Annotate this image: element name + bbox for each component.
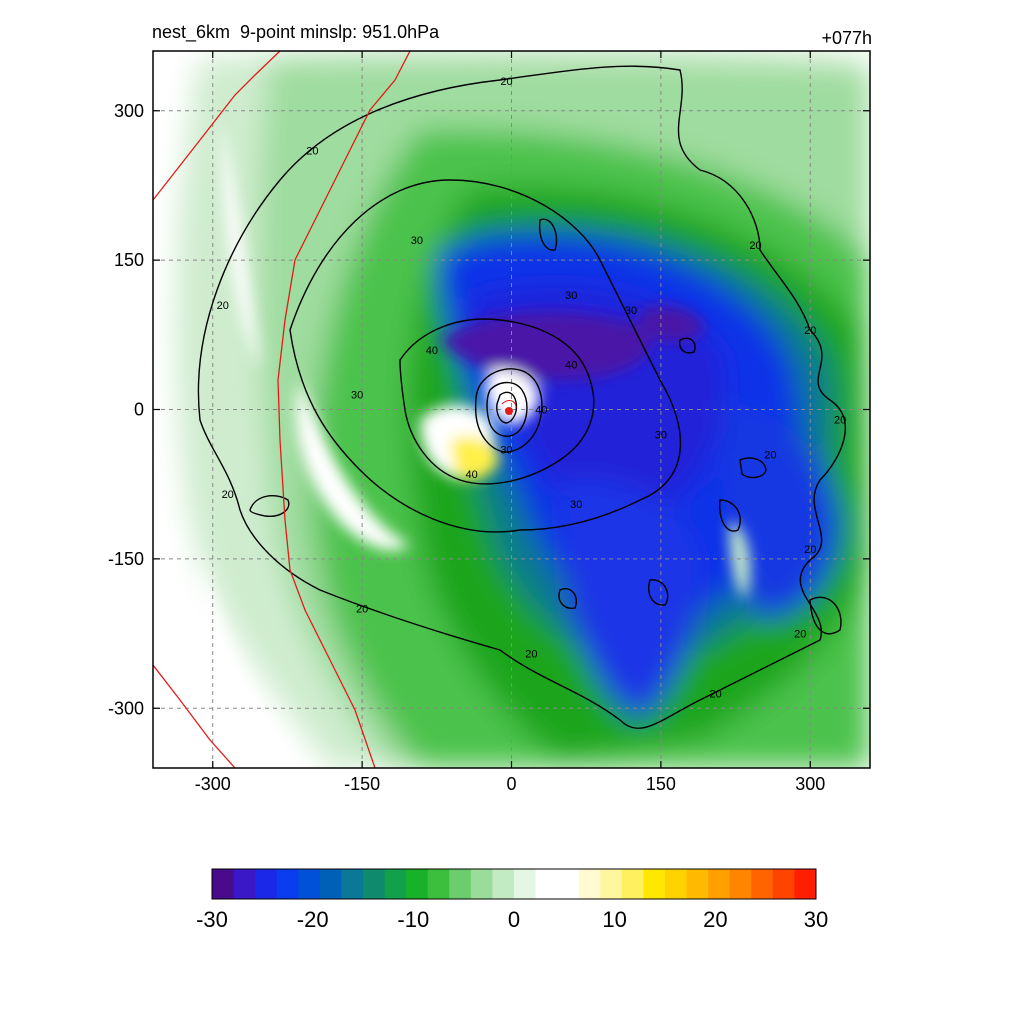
contour-label: 30	[655, 429, 667, 441]
colorbar-swatch	[427, 869, 450, 899]
colorbar-tick-label: -10	[397, 907, 429, 932]
colorbar-swatch	[363, 869, 386, 899]
contour-label: 30	[625, 305, 637, 317]
contour-label: 20	[222, 489, 234, 501]
colorbar-swatch	[319, 869, 342, 899]
contour-label: 40	[426, 345, 438, 357]
colorbar-swatch	[665, 869, 688, 899]
colorbar-swatch	[686, 869, 709, 899]
y-tick-label: -300	[108, 698, 144, 718]
contour-label: 30	[411, 235, 423, 247]
colorbar-swatch	[449, 869, 472, 899]
colorbar-swatch	[212, 869, 235, 899]
contour-label: 20	[306, 146, 318, 158]
contour-label: 30	[500, 444, 512, 456]
x-tick-label: 300	[795, 774, 825, 794]
colorbar-swatch	[794, 869, 817, 899]
colorbar-swatch	[751, 869, 774, 899]
contour-label-layer: 20 20 20 20 20 20 20 20 20 20 20 20 20 30 30 30 30 30 30 30…	[217, 76, 847, 700]
colorbar-tick-label: 30	[804, 907, 828, 932]
contour-label: 40	[466, 469, 478, 481]
x-tick-label: 150	[646, 774, 676, 794]
colorbar-swatch	[772, 869, 795, 899]
colorbar-swatch	[470, 869, 493, 899]
contour-label: 40	[535, 405, 547, 417]
contour-label: 30	[351, 390, 363, 402]
colorbar-swatch	[729, 869, 752, 899]
colorbar-swatch	[406, 869, 429, 899]
contour-label: 20	[217, 300, 229, 312]
contour-label: 20	[834, 414, 846, 426]
y-tick-label: 300	[114, 101, 144, 121]
contour-label: 20	[525, 648, 537, 660]
contour-label: 20	[710, 688, 722, 700]
contour-label: 20	[749, 240, 761, 252]
colorbar-tick-label: 10	[602, 907, 626, 932]
colorbar-swatch	[535, 869, 558, 899]
contour-label: 20	[764, 449, 776, 461]
colorbar-swatch	[514, 869, 537, 899]
contour-label: 20	[500, 76, 512, 88]
colorbar-tick-label: -20	[297, 907, 329, 932]
x-tick-label: -150	[344, 774, 380, 794]
y-tick-label: -150	[108, 549, 144, 569]
colorbar-swatch	[276, 869, 299, 899]
colorbar-swatch	[643, 869, 666, 899]
contour-label: 20	[804, 325, 816, 337]
colorbar-swatch	[578, 869, 601, 899]
red-boundary-lines	[153, 51, 411, 768]
storm-center-marker	[501, 400, 517, 415]
colorbar-swatch	[233, 869, 256, 899]
colorbar-swatch	[298, 869, 321, 899]
colorbar-swatch	[557, 869, 580, 899]
contour-lines	[197, 65, 846, 729]
colorbar-swatch	[255, 869, 278, 899]
contour-label: 30	[570, 499, 582, 511]
axes: -300 -150 0 150 300 300 150 0 -150 -300	[108, 51, 870, 794]
contour-label: 20	[356, 604, 368, 616]
colorbar-swatch	[600, 869, 623, 899]
contour-label: 20	[794, 629, 806, 641]
shaded-field	[153, 51, 870, 768]
colorbar-frame	[211, 868, 817, 900]
forecast-hour-label: +077h	[821, 28, 872, 48]
y-tick-label: 0	[134, 400, 144, 420]
contour-label: 20	[804, 544, 816, 556]
contour-label: 40	[565, 360, 577, 372]
contour-label: 30	[565, 290, 577, 302]
colorbar-swatch	[384, 869, 407, 899]
colorbar-swatch	[492, 869, 515, 899]
colorbar: -30 -20 -10 0 10 20 30	[196, 868, 828, 932]
colorbar-tick-label: -30	[196, 907, 228, 932]
colorbar-swatch	[341, 869, 364, 899]
colorbar-swatch	[621, 869, 644, 899]
colorbar-swatch	[708, 869, 731, 899]
colorbar-tick-label: 0	[508, 907, 520, 932]
plot-title: nest_6km 9-point minslp: 951.0hPa	[152, 22, 440, 42]
x-tick-label: 0	[506, 774, 516, 794]
min-slp-dot	[505, 407, 513, 415]
x-tick-label: -300	[195, 774, 231, 794]
y-tick-label: 150	[114, 250, 144, 270]
colorbar-tick-label: 20	[703, 907, 727, 932]
